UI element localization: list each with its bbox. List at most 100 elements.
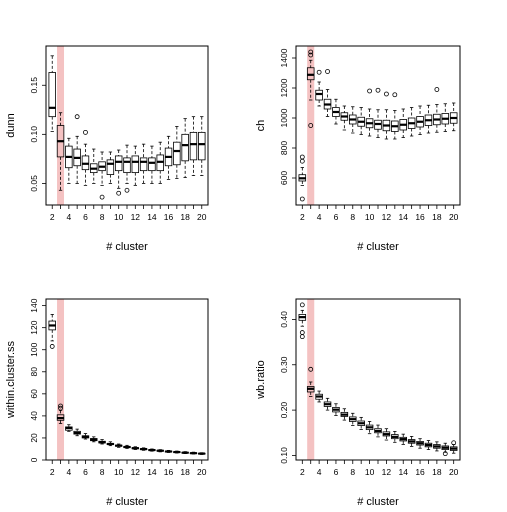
y-tick-label: 0.20	[279, 402, 289, 419]
x-tick-label: 10	[114, 467, 124, 477]
x-tick-label: 4	[66, 467, 71, 477]
x-axis-label: # cluster	[106, 496, 148, 507]
highlight-band	[307, 299, 315, 460]
box-k7	[340, 105, 349, 131]
box-k18	[433, 87, 441, 133]
outlier-point	[58, 405, 63, 411]
y-tick-label: 1200	[279, 78, 289, 97]
outlier-point	[299, 334, 305, 340]
box-k11	[123, 144, 131, 193]
y-axis: 0.05 0.10 0.15	[29, 77, 46, 192]
box-k10	[365, 88, 374, 137]
y-axis-label: ch	[255, 120, 267, 132]
x-tick-label: 6	[334, 467, 339, 477]
box-k5	[73, 428, 81, 437]
outlier-point	[434, 87, 440, 92]
box-k14	[399, 433, 407, 445]
panel-within-cluster-ss: within.cluster.ss # cluster 2 4 6 8 10 12 14 16…	[5, 298, 209, 508]
outlier-point	[299, 154, 305, 160]
box-k8	[349, 106, 357, 134]
x-tick-label: 8	[100, 467, 105, 477]
box-k2	[298, 302, 307, 340]
y-tick-label: 0.30	[279, 356, 289, 373]
box-k9	[357, 107, 365, 135]
box-k16	[416, 438, 424, 449]
outlier-point	[384, 91, 389, 97]
y-axis: 0.10 0.20 0.30 0.40	[279, 311, 296, 464]
box-k9	[106, 151, 115, 184]
y-tick-label: 60	[29, 389, 39, 399]
x-tick-label: 2	[300, 467, 305, 477]
box-k8	[98, 151, 106, 200]
box-k18	[181, 451, 189, 455]
x-tick-label: 20	[449, 467, 459, 477]
box-k5	[323, 397, 332, 411]
box-k11	[123, 444, 131, 449]
box-k9	[357, 416, 365, 431]
outlier-point	[58, 403, 63, 409]
box-k20	[198, 452, 206, 455]
box-k10	[365, 421, 374, 435]
box-k2	[48, 314, 56, 349]
box-k15	[407, 436, 416, 447]
box-k6	[332, 403, 340, 416]
x-tick-label: 12	[131, 212, 141, 222]
box-k7	[90, 436, 98, 443]
y-tick-label: 120	[29, 320, 39, 334]
box-k17	[424, 104, 433, 134]
box-k12	[382, 428, 391, 441]
box-k4	[315, 69, 323, 107]
y-tick-label: 40	[29, 411, 39, 421]
y-tick-label: 1400	[279, 48, 289, 67]
x-tick-label: 16	[415, 212, 425, 222]
box-iqr	[106, 159, 115, 175]
x-tick-label: 8	[350, 467, 355, 477]
box-k19	[189, 451, 198, 455]
box-iqr	[48, 72, 56, 118]
x-tick-label: 8	[100, 212, 105, 222]
x-axis: 2 4 6 8 10 12 14 16 18 20	[300, 460, 459, 477]
box-k4	[65, 424, 73, 432]
x-tick-label: 18	[432, 212, 442, 222]
x-tick-label: 18	[180, 467, 190, 477]
box-k6	[332, 98, 340, 125]
box-k3	[56, 403, 65, 425]
x-axis: 2 4 6 8 10 12 14 16 18 20	[50, 205, 207, 222]
box-k13	[139, 143, 148, 184]
box-k6	[81, 433, 90, 440]
x-tick-label: 10	[365, 467, 375, 477]
outlier-point	[308, 49, 314, 55]
box-iqr	[173, 141, 181, 166]
box-k2	[298, 154, 307, 202]
x-tick-label: 12	[382, 212, 392, 222]
box-iqr	[315, 89, 323, 101]
outlier-point	[116, 190, 122, 196]
x-tick-label: 4	[66, 212, 71, 222]
box-k3	[306, 366, 315, 397]
box-k19	[441, 103, 450, 132]
outlier-point	[299, 330, 305, 335]
x-axis: 2 4 6 8 10 12 14 16 18 20	[50, 460, 207, 477]
y-tick-label: 0.15	[29, 77, 39, 94]
y-tick-label: 80	[29, 367, 39, 377]
y-tick-label: 800	[279, 141, 289, 155]
y-tick-label: 0.10	[29, 126, 39, 143]
x-tick-label: 20	[449, 212, 459, 222]
highlight-band	[57, 299, 65, 460]
outlier-point	[299, 196, 305, 202]
y-tick-label: 0.40	[279, 311, 289, 328]
y-tick-label: 600	[279, 171, 289, 185]
panel-wb-ratio: wb.ratio # cluster 2 4 6 8 10 12 14 16 18 200.100…	[255, 298, 461, 508]
box-k19	[441, 442, 450, 457]
x-axis: 2 4 6 8 10 12 14 16 18 20	[300, 205, 459, 222]
outlier-point	[299, 302, 305, 308]
box-k13	[391, 431, 399, 443]
y-tick-label: 1000	[279, 108, 289, 127]
box-k11	[374, 87, 382, 138]
box-k13	[139, 447, 148, 451]
box-k9	[106, 441, 115, 447]
box-k17	[173, 450, 181, 454]
box-iqr	[189, 131, 198, 161]
x-tick-label: 14	[398, 212, 408, 222]
outlier-point	[299, 158, 305, 164]
